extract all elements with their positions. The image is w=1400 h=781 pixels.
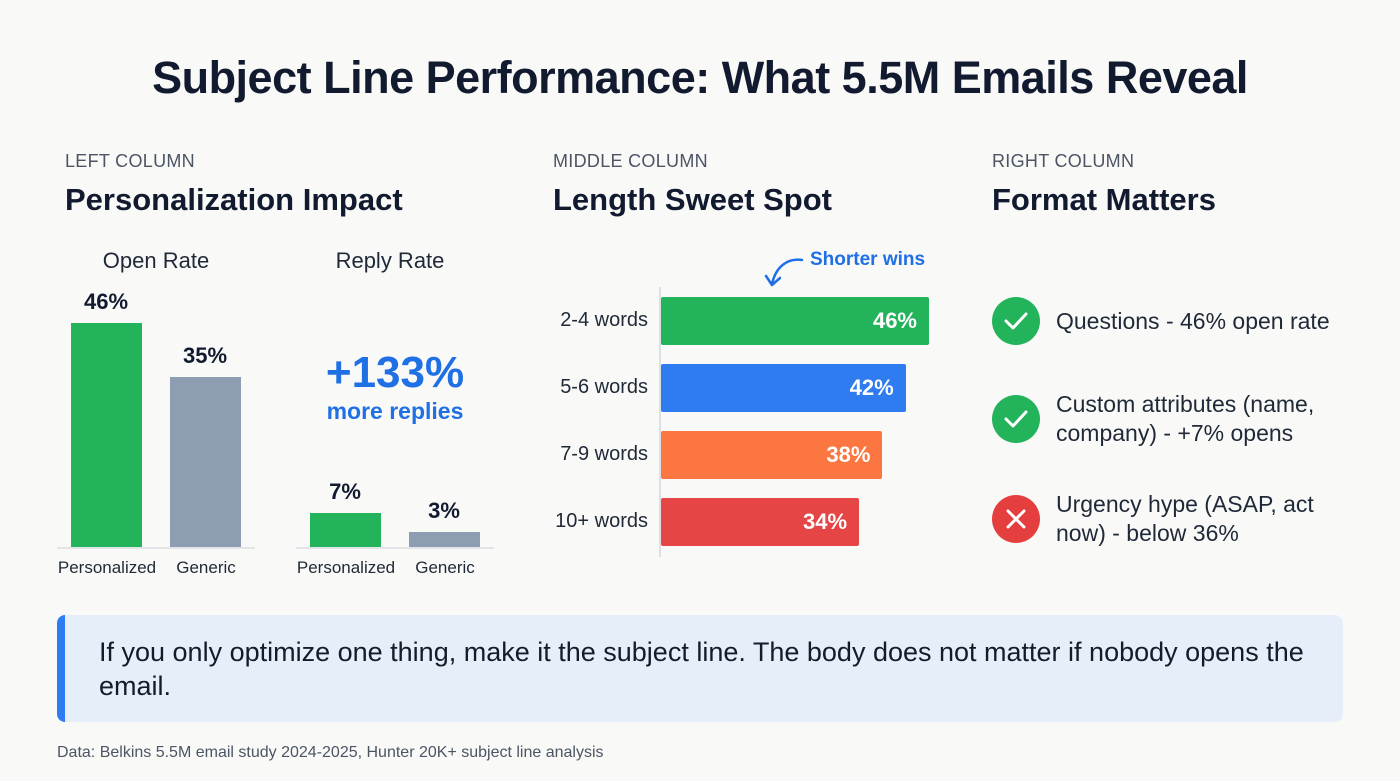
length-category-label: 7-9 words <box>560 443 648 465</box>
length-bar-value: 42% <box>849 375 894 400</box>
check-icon <box>992 297 1040 345</box>
length-bar-value: 46% <box>872 308 917 333</box>
bar-reply-rate-generic <box>409 532 480 547</box>
bar-value-label: 3% <box>428 498 460 524</box>
bar-open-rate-personalized <box>71 322 142 547</box>
middle-heading: Length Sweet Spot <box>553 182 832 217</box>
reply-highlight: +133% more replies <box>300 348 490 425</box>
check-icon <box>992 395 1040 443</box>
format-item-text: Custom attributes (name, company) - +7% … <box>1056 391 1315 446</box>
format-item-text: Questions - 46% open rate <box>1056 307 1330 334</box>
bar-value-label: 46% <box>83 288 129 314</box>
highlight-sub: more replies <box>326 398 464 424</box>
length-category-label: 2-4 words <box>560 309 648 331</box>
bar-value-label: 35% <box>182 342 228 368</box>
bar-open-rate-generic <box>170 376 241 547</box>
source-note: Data: Belkins 5.5M email study 2024-2025… <box>57 744 604 761</box>
length-bar: 34% <box>661 498 860 546</box>
bar-category-label: Personalized <box>57 558 157 577</box>
bar-reply-rate-personalized <box>310 512 381 547</box>
format-item: Urgency hype (ASAP, act now) - below 36% <box>992 490 1366 548</box>
length-bar-value: 34% <box>803 509 848 534</box>
right-heading: Format Matters <box>992 182 1216 217</box>
reply-rate-title: Reply Rate <box>335 248 445 273</box>
highlight-value: +133% <box>325 348 465 397</box>
hbar-axis <box>659 287 661 557</box>
callout-box: If you only optimize one thing, make it … <box>57 615 1343 722</box>
page-title: Subject Line Performance: What 5.5M Emai… <box>152 52 1248 103</box>
length-category-label: 10+ words <box>555 510 648 532</box>
annotation-text: Shorter wins <box>810 249 926 270</box>
bar-category-label: Generic <box>415 558 475 577</box>
bar-category-label: Personalized <box>296 558 396 577</box>
left-heading: Personalization Impact <box>65 182 403 217</box>
length-bar: 38% <box>661 431 883 479</box>
reply-rate-axis <box>296 547 494 549</box>
left-eyebrow: LEFT COLUMN <box>65 151 195 171</box>
length-bar-value: 38% <box>826 442 871 467</box>
right-eyebrow: RIGHT COLUMN <box>992 151 1135 171</box>
callout-text: If you only optimize one thing, make it … <box>99 637 1304 701</box>
length-bar: 42% <box>661 364 906 412</box>
bar-value-label: 7% <box>329 478 361 504</box>
curved-arrow-icon <box>764 258 804 287</box>
format-item: Custom attributes (name, company) - +7% … <box>992 390 1366 448</box>
x-icon <box>992 495 1040 543</box>
open-rate-title: Open Rate <box>102 248 210 273</box>
format-item-text: Urgency hype (ASAP, act now) - below 36% <box>1056 491 1314 546</box>
length-category-label: 5-6 words <box>560 376 648 398</box>
length-bar: 46% <box>661 297 929 345</box>
format-item: Questions - 46% open rate <box>992 297 1366 345</box>
bar-category-label: Generic <box>176 558 236 577</box>
open-rate-axis <box>57 547 255 549</box>
middle-eyebrow: MIDDLE COLUMN <box>553 151 708 171</box>
